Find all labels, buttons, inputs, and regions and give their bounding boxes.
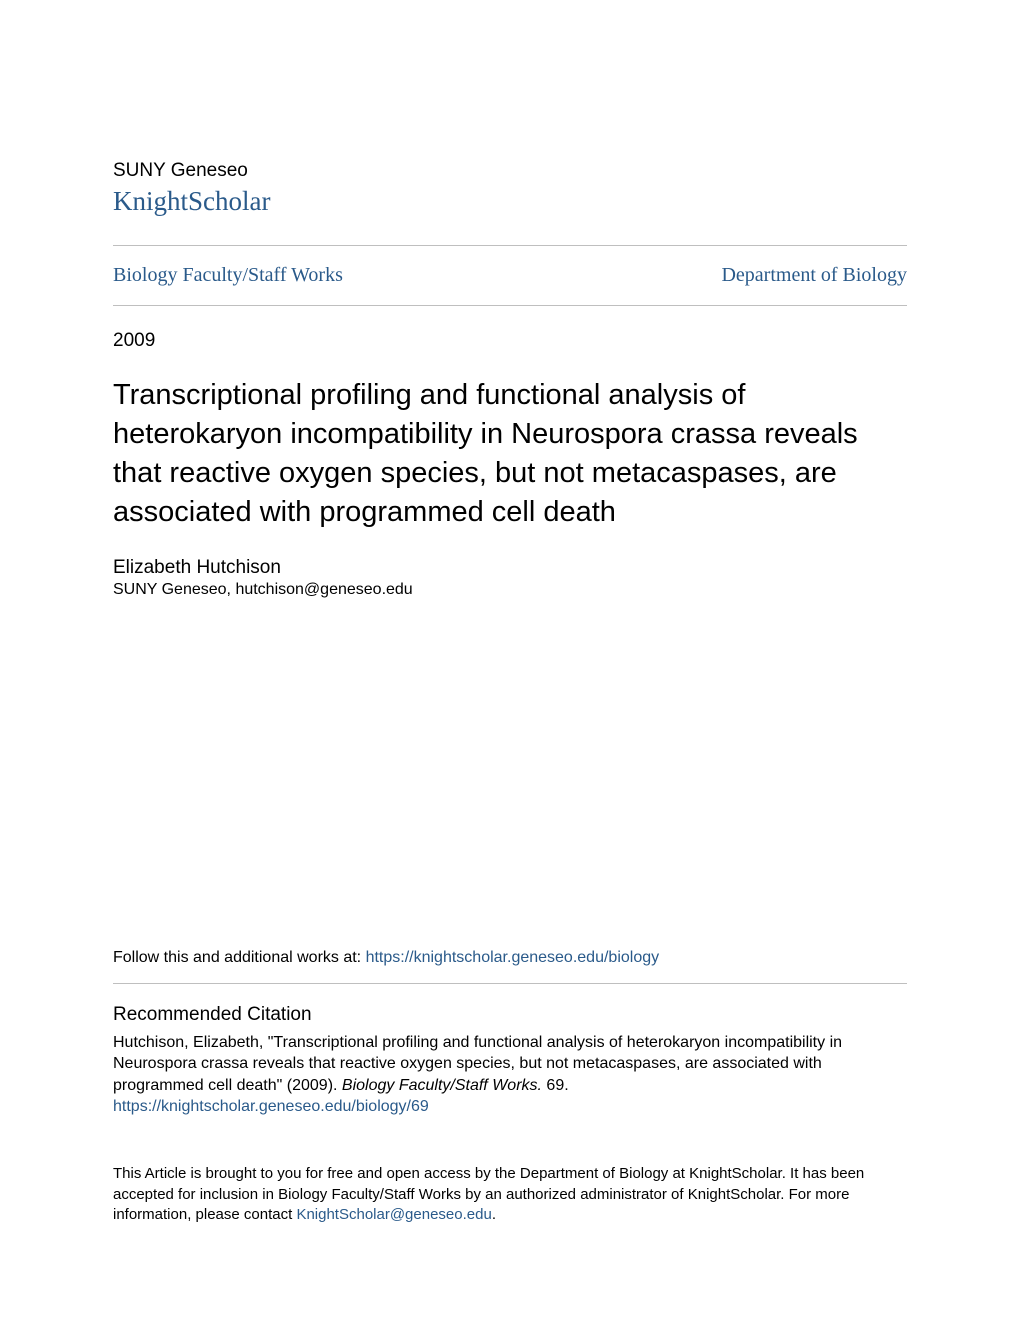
follow-works-link[interactable]: https://knightscholar.geneseo.edu/biolog… xyxy=(366,949,660,966)
footer-access-statement: This Article is brought to you for free … xyxy=(113,1164,907,1225)
breadcrumb: Biology Faculty/Staff Works Department o… xyxy=(113,246,907,305)
author-name: Elizabeth Hutchison xyxy=(113,557,907,579)
citation-after-italic: 69. xyxy=(542,1077,569,1094)
repository-link[interactable]: KnightScholar xyxy=(113,186,907,217)
citation-permalink[interactable]: https://knightscholar.geneseo.edu/biolog… xyxy=(113,1098,907,1116)
citation-series-title: Biology Faculty/Staff Works. xyxy=(342,1077,542,1094)
follow-works-text: Follow this and additional works at: htt… xyxy=(113,949,907,967)
citation-text: Hutchison, Elizabeth, "Transcriptional p… xyxy=(113,1032,907,1097)
author-affiliation: SUNY Geneseo, hutchison@geneseo.edu xyxy=(113,581,907,599)
breadcrumb-department-link[interactable]: Department of Biology xyxy=(721,264,907,287)
divider-bottom xyxy=(113,305,907,306)
follow-prefix: Follow this and additional works at: xyxy=(113,949,366,966)
footer-contact-link[interactable]: KnightScholar@geneseo.edu xyxy=(296,1206,491,1223)
page-title: Transcriptional profiling and functional… xyxy=(113,376,907,533)
recommended-citation-heading: Recommended Citation xyxy=(113,1004,907,1026)
institution-name: SUNY Geneseo xyxy=(113,160,907,182)
publication-year: 2009 xyxy=(113,330,907,352)
breadcrumb-collection-link[interactable]: Biology Faculty/Staff Works xyxy=(113,264,343,287)
footer-text-after-link: . xyxy=(492,1206,496,1223)
divider-citation xyxy=(113,983,907,984)
